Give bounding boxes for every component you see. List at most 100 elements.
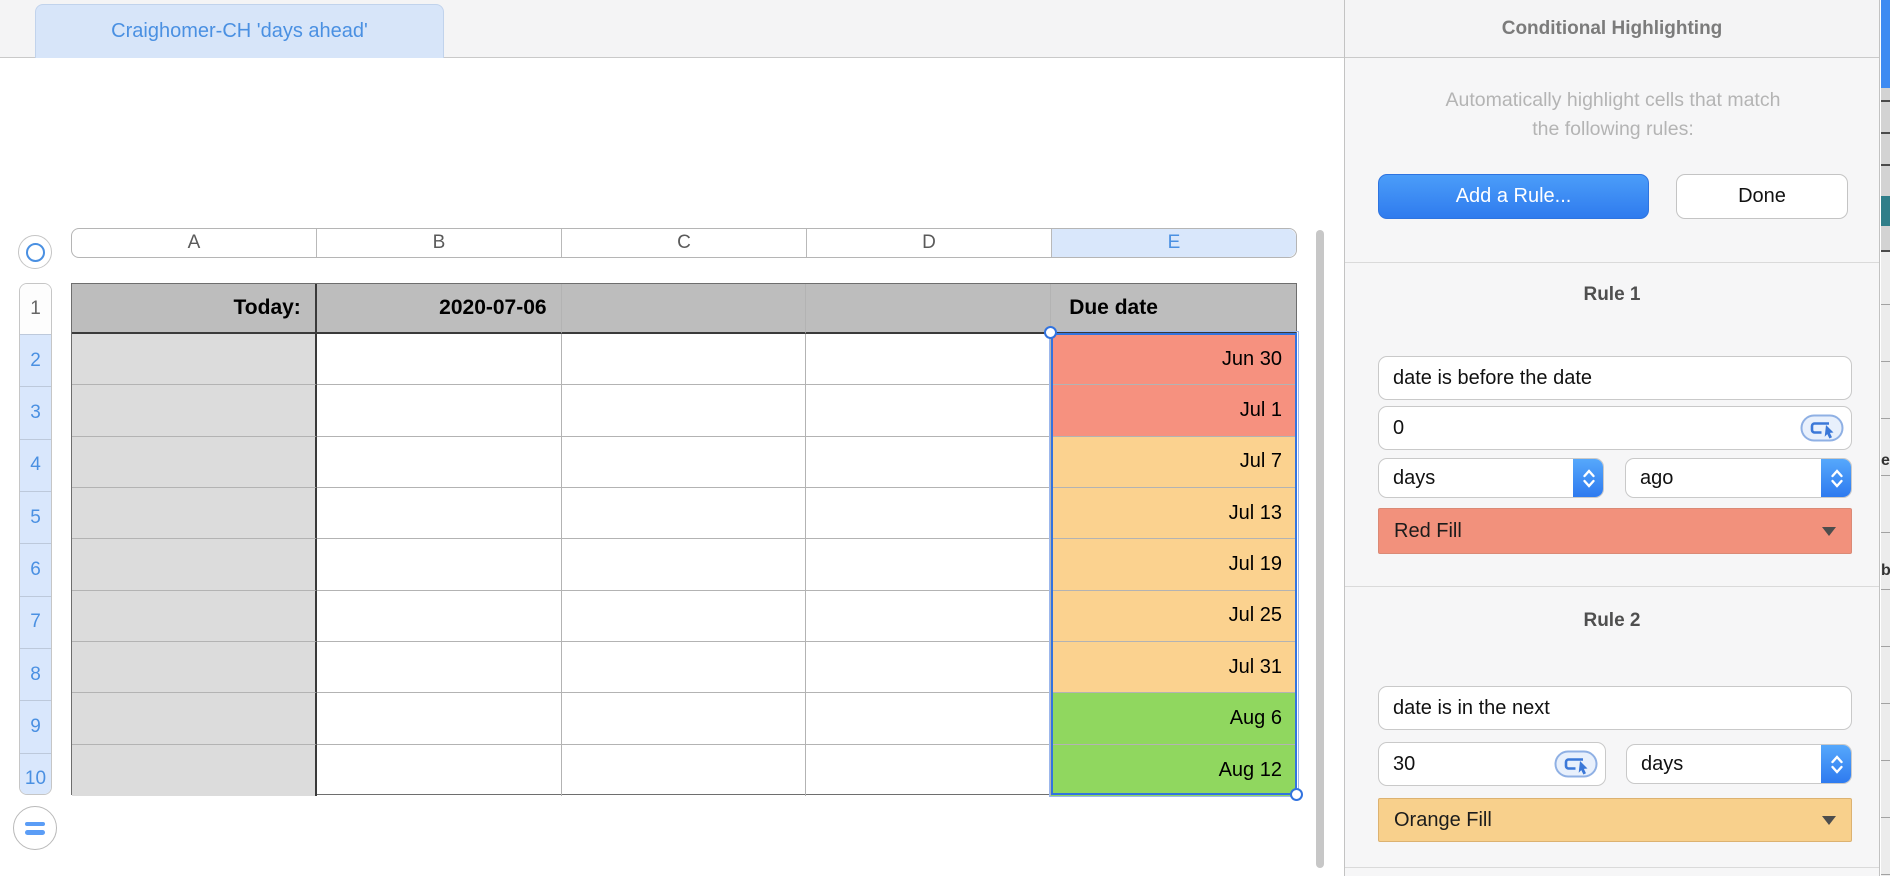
done-button[interactable]: Done <box>1676 174 1848 219</box>
row-number-5[interactable]: 5 <box>20 490 51 544</box>
rule-1-fill-style-dropdown[interactable]: Red Fill <box>1378 508 1852 554</box>
stepper-icon[interactable] <box>1821 459 1851 497</box>
cell-D4[interactable] <box>806 436 1052 488</box>
row-number-8[interactable]: 8 <box>20 647 51 701</box>
cell-B6[interactable] <box>316 539 562 591</box>
cell-A3[interactable] <box>72 385 317 437</box>
cell-A9[interactable] <box>72 693 317 745</box>
rule-2-value-input[interactable]: 30 <box>1378 742 1606 786</box>
cell-E3[interactable]: Jul 1 <box>1051 385 1296 437</box>
cell-B2[interactable] <box>316 334 562 386</box>
rule-2-fill-style-dropdown[interactable]: Orange Fill <box>1378 798 1852 842</box>
table-row-6: Jul 19 <box>72 539 1296 591</box>
cell-D5[interactable] <box>806 487 1052 540</box>
add-rows-button[interactable] <box>13 806 57 850</box>
column-header-D[interactable]: D <box>806 229 1051 257</box>
cell-reference-icon[interactable] <box>1554 750 1598 778</box>
table-row-1: Today: 2020-07-06 Due date <box>72 284 1296 334</box>
cell-D2[interactable] <box>806 334 1052 386</box>
divider <box>1345 867 1879 868</box>
rule-2-condition-select[interactable]: date is in the next <box>1378 686 1852 730</box>
cell-E1[interactable]: Due date <box>1051 284 1296 334</box>
row-number-7[interactable]: 7 <box>20 595 51 648</box>
panel-title: Conditional Highlighting <box>1501 17 1723 39</box>
rule-1-unit-select[interactable]: days <box>1378 458 1604 498</box>
row-number-3[interactable]: 3 <box>20 386 51 439</box>
cell-C8[interactable] <box>561 641 807 694</box>
cell-A5[interactable] <box>72 487 317 540</box>
row-number-9[interactable]: 9 <box>20 700 51 753</box>
selection-handle-bottom-right[interactable] <box>1290 788 1303 801</box>
cell-D10[interactable] <box>806 744 1052 796</box>
rule-1-condition-select[interactable]: date is before the date <box>1378 356 1852 400</box>
row-number-6[interactable]: 6 <box>20 543 51 596</box>
cell-B5[interactable] <box>316 487 562 540</box>
dropdown-arrow-icon <box>1822 526 1836 536</box>
cell-D3[interactable] <box>806 385 1052 437</box>
cell-C4[interactable] <box>561 436 807 488</box>
cell-B4[interactable] <box>316 436 562 488</box>
stepper-icon[interactable] <box>1821 745 1851 783</box>
cell-A10[interactable] <box>72 744 317 796</box>
cell-A4[interactable] <box>72 436 317 488</box>
row-number-10[interactable]: 10 <box>20 752 51 794</box>
cell-E9[interactable]: Aug 6 <box>1051 693 1296 745</box>
cell-A1[interactable]: Today: <box>72 284 317 334</box>
table-row-9: Aug 6 <box>72 693 1296 745</box>
rule-2-unit-select[interactable]: days <box>1626 744 1852 784</box>
sheet-tab-label: Craighomer-CH 'days ahead' <box>111 20 368 42</box>
stepper-icon[interactable] <box>1573 459 1603 497</box>
row-number-4[interactable]: 4 <box>20 438 51 491</box>
cell-B9[interactable] <box>316 693 562 745</box>
table-row-7: Jul 25 <box>72 590 1296 642</box>
column-header-C[interactable]: C <box>561 229 806 257</box>
column-header-B[interactable]: B <box>316 229 561 257</box>
add-a-rule-button[interactable]: Add a Rule... <box>1378 174 1649 219</box>
cell-C9[interactable] <box>561 693 807 745</box>
cell-C6[interactable] <box>561 539 807 591</box>
cell-A7[interactable] <box>72 590 317 642</box>
toolbar-tab-bar: Craighomer-CH 'days ahead' <box>0 0 1344 58</box>
cell-B7[interactable] <box>316 590 562 642</box>
cell-C2[interactable] <box>561 334 807 386</box>
cell-C1[interactable] <box>561 284 807 334</box>
selection-handle-top-left[interactable] <box>1044 326 1057 339</box>
rule-2-title: Rule 2 <box>1583 610 1641 631</box>
cell-E7[interactable]: Jul 25 <box>1051 590 1296 642</box>
cell-B3[interactable] <box>316 385 562 437</box>
cell-E5[interactable]: Jul 13 <box>1051 487 1296 540</box>
cell-D9[interactable] <box>806 693 1052 745</box>
cell-A8[interactable] <box>72 641 317 694</box>
sheet-tab[interactable]: Craighomer-CH 'days ahead' <box>35 4 444 58</box>
rule-1-direction-select[interactable]: ago <box>1625 458 1852 498</box>
column-header-E[interactable]: E <box>1051 229 1296 257</box>
cell-B8[interactable] <box>316 641 562 694</box>
cell-E4[interactable]: Jul 7 <box>1051 436 1296 488</box>
cell-C7[interactable] <box>561 590 807 642</box>
cell-E10[interactable]: Aug 12 <box>1051 744 1296 796</box>
table-row-8: Jul 31 <box>72 641 1296 694</box>
cell-C3[interactable] <box>561 385 807 437</box>
table-select-handle[interactable] <box>18 235 52 269</box>
cell-E6[interactable]: Jul 19 <box>1051 539 1296 591</box>
cell-C5[interactable] <box>561 487 807 540</box>
cell-D1[interactable] <box>806 284 1052 334</box>
cell-D6[interactable] <box>806 539 1052 591</box>
cell-reference-icon[interactable] <box>1800 414 1844 442</box>
cell-A6[interactable] <box>72 539 317 591</box>
cell-D7[interactable] <box>806 590 1052 642</box>
cell-C10[interactable] <box>562 744 807 796</box>
row-number-1[interactable]: 1 <box>20 284 51 334</box>
cell-B10[interactable] <box>317 744 562 796</box>
cell-E8[interactable]: Jul 31 <box>1051 641 1296 694</box>
cell-A2[interactable] <box>72 334 317 386</box>
cell-D8[interactable] <box>806 641 1052 694</box>
cell-B1[interactable]: 2020-07-06 <box>316 284 562 334</box>
row-number-2[interactable]: 2 <box>20 334 51 387</box>
cell-E2[interactable]: Jun 30 <box>1051 334 1296 386</box>
vertical-scrollbar[interactable] <box>1316 230 1324 868</box>
rule-1-value-input[interactable]: 0 <box>1378 406 1852 450</box>
column-header-A[interactable]: A <box>187 232 201 253</box>
